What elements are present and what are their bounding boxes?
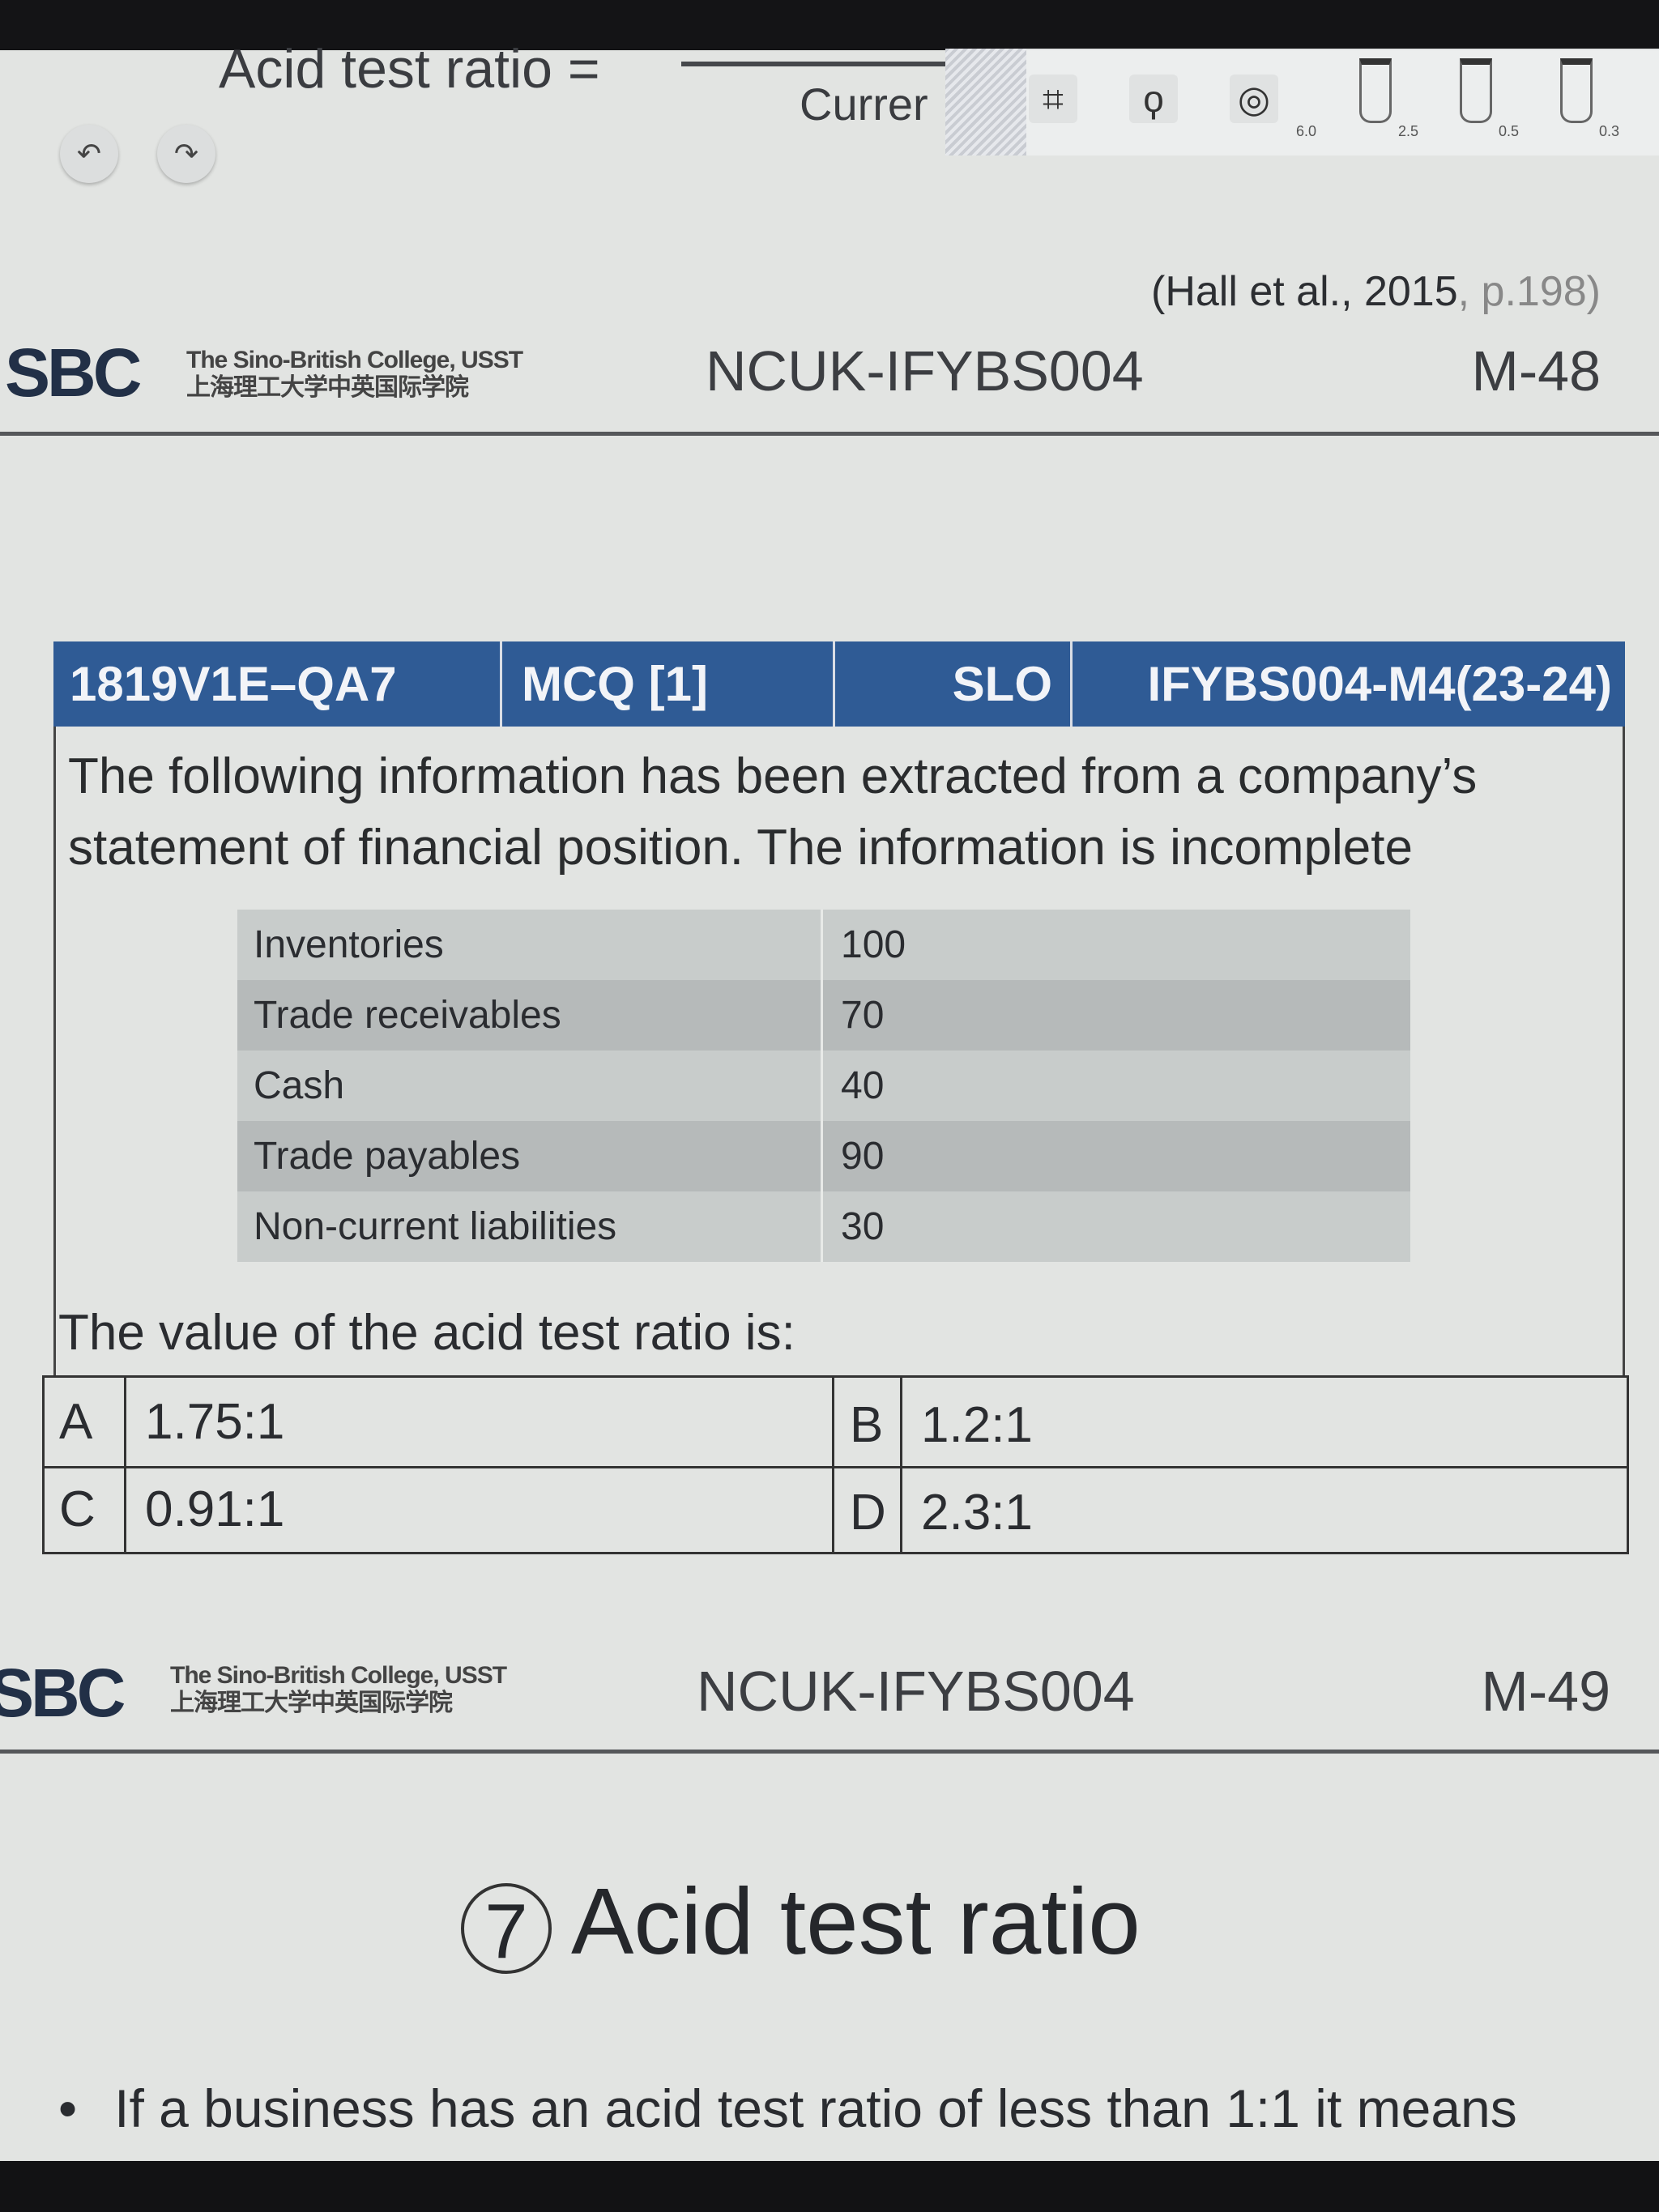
row-label: Cash <box>254 1064 345 1107</box>
option-a[interactable]: 1.75:1 <box>145 1394 285 1450</box>
row-value: 30 <box>841 1205 885 1248</box>
college-name: The Sino-British College, USST 上海理工大学中英国… <box>186 347 523 402</box>
formula-denominator: Currer <box>800 79 928 130</box>
page-code: M-49 <box>1481 1660 1610 1723</box>
course-code: NCUK-IFYBS004 <box>706 339 1144 403</box>
college-name-en: The Sino-British College, USST <box>186 347 523 373</box>
option-d[interactable]: 2.3:1 <box>921 1485 1033 1541</box>
question-type: MCQ [1] <box>502 641 835 727</box>
row-label: Inventories <box>254 923 444 966</box>
divider <box>0 432 1659 436</box>
fraction-line <box>681 62 949 66</box>
question-box <box>53 727 1625 1375</box>
row-label: Non-current liabilities <box>254 1205 617 1248</box>
slide-title: 7 Acid test ratio <box>461 1867 1141 1975</box>
pen-size-label: 0.3 <box>1599 123 1620 139</box>
eraser-icon[interactable]: ◎ <box>1230 75 1278 123</box>
college-name: The Sino-British College, USST 上海理工大学中英国… <box>170 1662 507 1717</box>
table-row: Cash 40 <box>237 1051 1410 1121</box>
table-row: Trade receivables 70 <box>237 980 1410 1051</box>
undo-icon[interactable]: ↶ <box>60 125 118 183</box>
row-value: 40 <box>841 1064 885 1107</box>
options-table: A 1.75:1 B 1.2:1 C 0.91:1 D 2.3:1 <box>42 1375 1629 1554</box>
row-label: Trade payables <box>254 1135 521 1178</box>
citation: (Hall et al., 2015, p.198) <box>1151 267 1601 316</box>
college-name-en: The Sino-British College, USST <box>170 1662 507 1689</box>
data-table: Inventories 100 Trade receivables 70 Cash 4… <box>237 910 1410 1262</box>
table-row: Trade payables 90 <box>237 1121 1410 1191</box>
row-value: 70 <box>841 994 885 1037</box>
pen-icon[interactable] <box>1560 58 1593 123</box>
citation-text: (Hall et al., 2015 <box>1151 268 1458 315</box>
pen-size-label: 0.5 <box>1499 123 1520 139</box>
lasso-icon[interactable]: ϙ <box>1129 75 1178 123</box>
circled-number-icon: 7 <box>461 1883 552 1975</box>
top-bezel <box>0 0 1659 50</box>
question-stem: The following information has been extra… <box>68 748 1478 876</box>
option-c[interactable]: 0.91:1 <box>145 1481 285 1537</box>
course-code: NCUK-IFYBS004 <box>697 1660 1135 1723</box>
option-b[interactable]: 1.2:1 <box>921 1397 1033 1453</box>
pen-size-label: 6.0 <box>1296 123 1317 139</box>
pen-size-label: 2.5 <box>1398 123 1419 139</box>
question-id: 1819V1E–QA7 <box>53 641 502 727</box>
option-letter: B <box>850 1397 884 1453</box>
row-value: 100 <box>841 923 906 966</box>
college-name-cn: 上海理工大学中英国际学院 <box>186 374 469 401</box>
bottom-bezel <box>0 2161 1659 2212</box>
sbc-logo: SBC <box>0 1655 126 1731</box>
toolbar-drag-handle[interactable] <box>945 49 1026 156</box>
bullet-text: If a business has an acid test ratio of … <box>114 2078 1517 2138</box>
bullet-item: • If a business has an acid test ratio of… <box>58 2078 1517 2139</box>
sbc-logo: SBC <box>5 335 142 411</box>
divider <box>0 1750 1659 1754</box>
question-header: 1819V1E–QA7 MCQ [1] SLO IFYBS004-M4(23-2… <box>53 641 1625 727</box>
formula-text: Acid test ratio = <box>219 38 600 100</box>
row-label: Trade receivables <box>254 994 561 1037</box>
college-name-cn: 上海理工大学中英国际学院 <box>170 1690 453 1716</box>
option-letter: C <box>59 1481 96 1537</box>
table-row: Inventories 100 <box>237 910 1410 980</box>
table-row: Non-current liabilities 30 <box>237 1191 1410 1262</box>
slo-label: SLO <box>835 641 1073 727</box>
pen-icon[interactable] <box>1359 58 1392 123</box>
citation-page: , p.198) <box>1457 268 1601 315</box>
option-letter: A <box>59 1394 93 1450</box>
page-code: M-48 <box>1471 339 1601 403</box>
module-code: IFYBS004-M4(23-24) <box>1147 657 1612 711</box>
row-value: 90 <box>841 1135 885 1178</box>
slide-title-text: Acid test ratio <box>571 1869 1141 1974</box>
redo-icon[interactable]: ↷ <box>157 125 215 183</box>
crop-icon[interactable]: ⌗ <box>1029 75 1077 123</box>
question-prompt: The value of the acid test ratio is: <box>58 1305 795 1361</box>
option-letter: D <box>850 1485 886 1541</box>
pen-icon[interactable] <box>1460 58 1492 123</box>
bullet-icon: • <box>58 2078 78 2138</box>
